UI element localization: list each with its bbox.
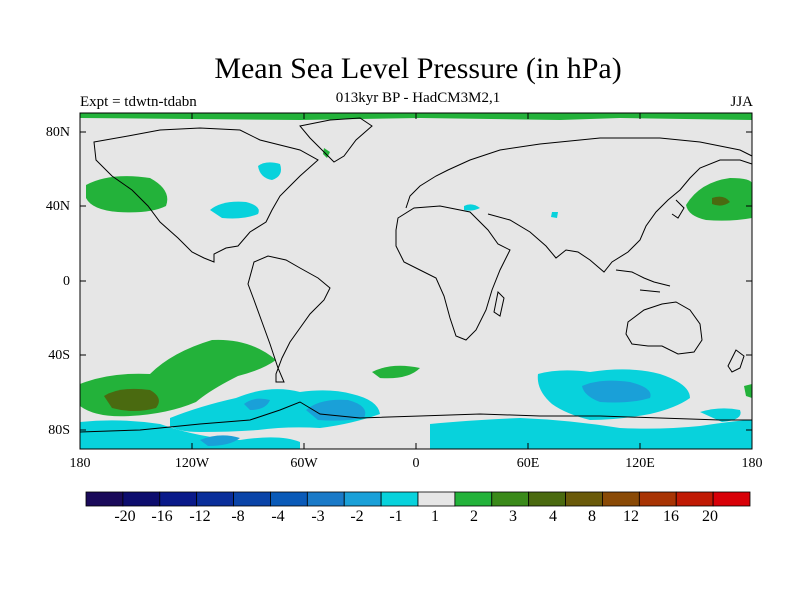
lat-label-40n: 40N	[45, 199, 70, 214]
colorbar-label: 8	[588, 508, 596, 525]
negative-region-southern-ocean-atlantic	[170, 389, 380, 432]
lon-label-120e: 120E	[625, 456, 655, 471]
map-subtitle: 013kyr BP - HadCM3M2,1	[335, 90, 501, 106]
colorbar-label: 4	[549, 508, 557, 525]
coast-madagascar	[493, 290, 505, 317]
coast-new-zealand	[727, 349, 745, 373]
colorbar-swatch	[454, 491, 493, 507]
negative-region-antarctic-east	[430, 418, 752, 449]
colorbar-swatch	[417, 491, 456, 507]
lon-label-120w: 120W	[174, 456, 210, 471]
lon-label-60w: 60W	[290, 456, 318, 471]
lat-label-80n: 80N	[45, 125, 70, 140]
negative-region-black-sea	[464, 204, 480, 211]
colorbar-swatch	[380, 491, 419, 507]
colorbar-label: -2	[350, 508, 364, 525]
colorbar-label: -4	[271, 508, 285, 525]
colorbar-swatch	[306, 491, 345, 507]
coast-africa	[395, 205, 511, 341]
colorbar-label: -3	[311, 508, 325, 525]
coastlines	[79, 117, 753, 433]
coast-south-america	[247, 255, 331, 383]
map-title: Mean Sea Level Pressure (in hPa)	[214, 52, 622, 85]
positive-region-south-atlantic	[372, 365, 420, 379]
colorbar-swatch	[196, 491, 234, 507]
positive-strong-south-pacific	[104, 388, 159, 411]
negative-strong-weddell	[306, 399, 366, 421]
colorbar-swatch	[159, 491, 198, 507]
colorbar-label: 2	[470, 508, 478, 525]
colorbar-swatch	[675, 491, 714, 507]
colorbar-swatch	[602, 491, 640, 507]
negative-region-antarctic-west	[80, 420, 300, 449]
lon-label-180-east: 180	[741, 456, 763, 471]
colorbar-label: -1	[389, 508, 403, 525]
colorbar-label: -16	[151, 508, 173, 525]
lat-label-80s: 80S	[48, 423, 70, 438]
colorbar	[85, 491, 751, 507]
negative-strong-antarctic	[200, 435, 240, 446]
axis-ticks	[79, 113, 753, 449]
lon-label-60e: 60E	[516, 456, 540, 471]
colorbar-swatch	[122, 491, 161, 507]
colorbar-label: 16	[663, 508, 679, 525]
coast-indonesia	[615, 269, 671, 293]
colorbar-label: 1	[431, 508, 439, 525]
experiment-label: Expt = tdwtn-tdabn	[80, 94, 197, 110]
coast-japan	[671, 199, 685, 219]
colorbar-label: -12	[189, 508, 211, 525]
lat-label-0: 0	[63, 274, 70, 289]
negative-region-hudson-bay	[258, 162, 281, 180]
colorbar-swatch	[528, 491, 566, 507]
coast-europe	[405, 137, 753, 209]
coast-antarctica	[79, 401, 752, 433]
negative-strong-indian	[582, 380, 651, 403]
colorbar-swatch	[233, 491, 271, 507]
colorbar-label: 20	[702, 508, 718, 525]
colorbar-swatch	[565, 491, 603, 507]
colorbar-swatch	[638, 491, 677, 507]
colorbar-label: -20	[114, 508, 136, 525]
colorbar-swatch	[343, 491, 382, 507]
colorbar-swatch	[270, 491, 308, 507]
negative-strong-drake	[244, 398, 270, 410]
negative-region-arabian	[551, 212, 558, 218]
lat-label-40s: 40S	[48, 348, 70, 363]
positive-strong-regions	[104, 196, 730, 411]
lon-label-180-west: 180	[69, 456, 91, 471]
positive-region-north-pacific-east	[86, 176, 168, 213]
colorbar-swatch	[491, 491, 530, 507]
coast-greenland	[299, 117, 373, 163]
negative-region-ross-sea	[700, 408, 741, 422]
negative-region-north-atlantic	[210, 201, 259, 219]
coast-north-america	[93, 127, 319, 263]
positive-region-greenland	[323, 148, 330, 158]
colorbar-label: -8	[231, 508, 245, 525]
colorbar-swatch	[712, 491, 751, 507]
coast-asia-south	[487, 159, 753, 273]
positive-region-south-indian-small	[744, 384, 752, 398]
positive-strong-north-pacific	[712, 196, 730, 206]
coast-australia	[625, 301, 703, 355]
lon-label-0: 0	[412, 456, 420, 471]
colorbar-label: 12	[623, 508, 639, 525]
season-label: JJA	[730, 94, 753, 110]
negative-strong-regions	[200, 380, 651, 446]
colorbar-label: 3	[509, 508, 517, 525]
colorbar-swatch	[85, 491, 124, 507]
